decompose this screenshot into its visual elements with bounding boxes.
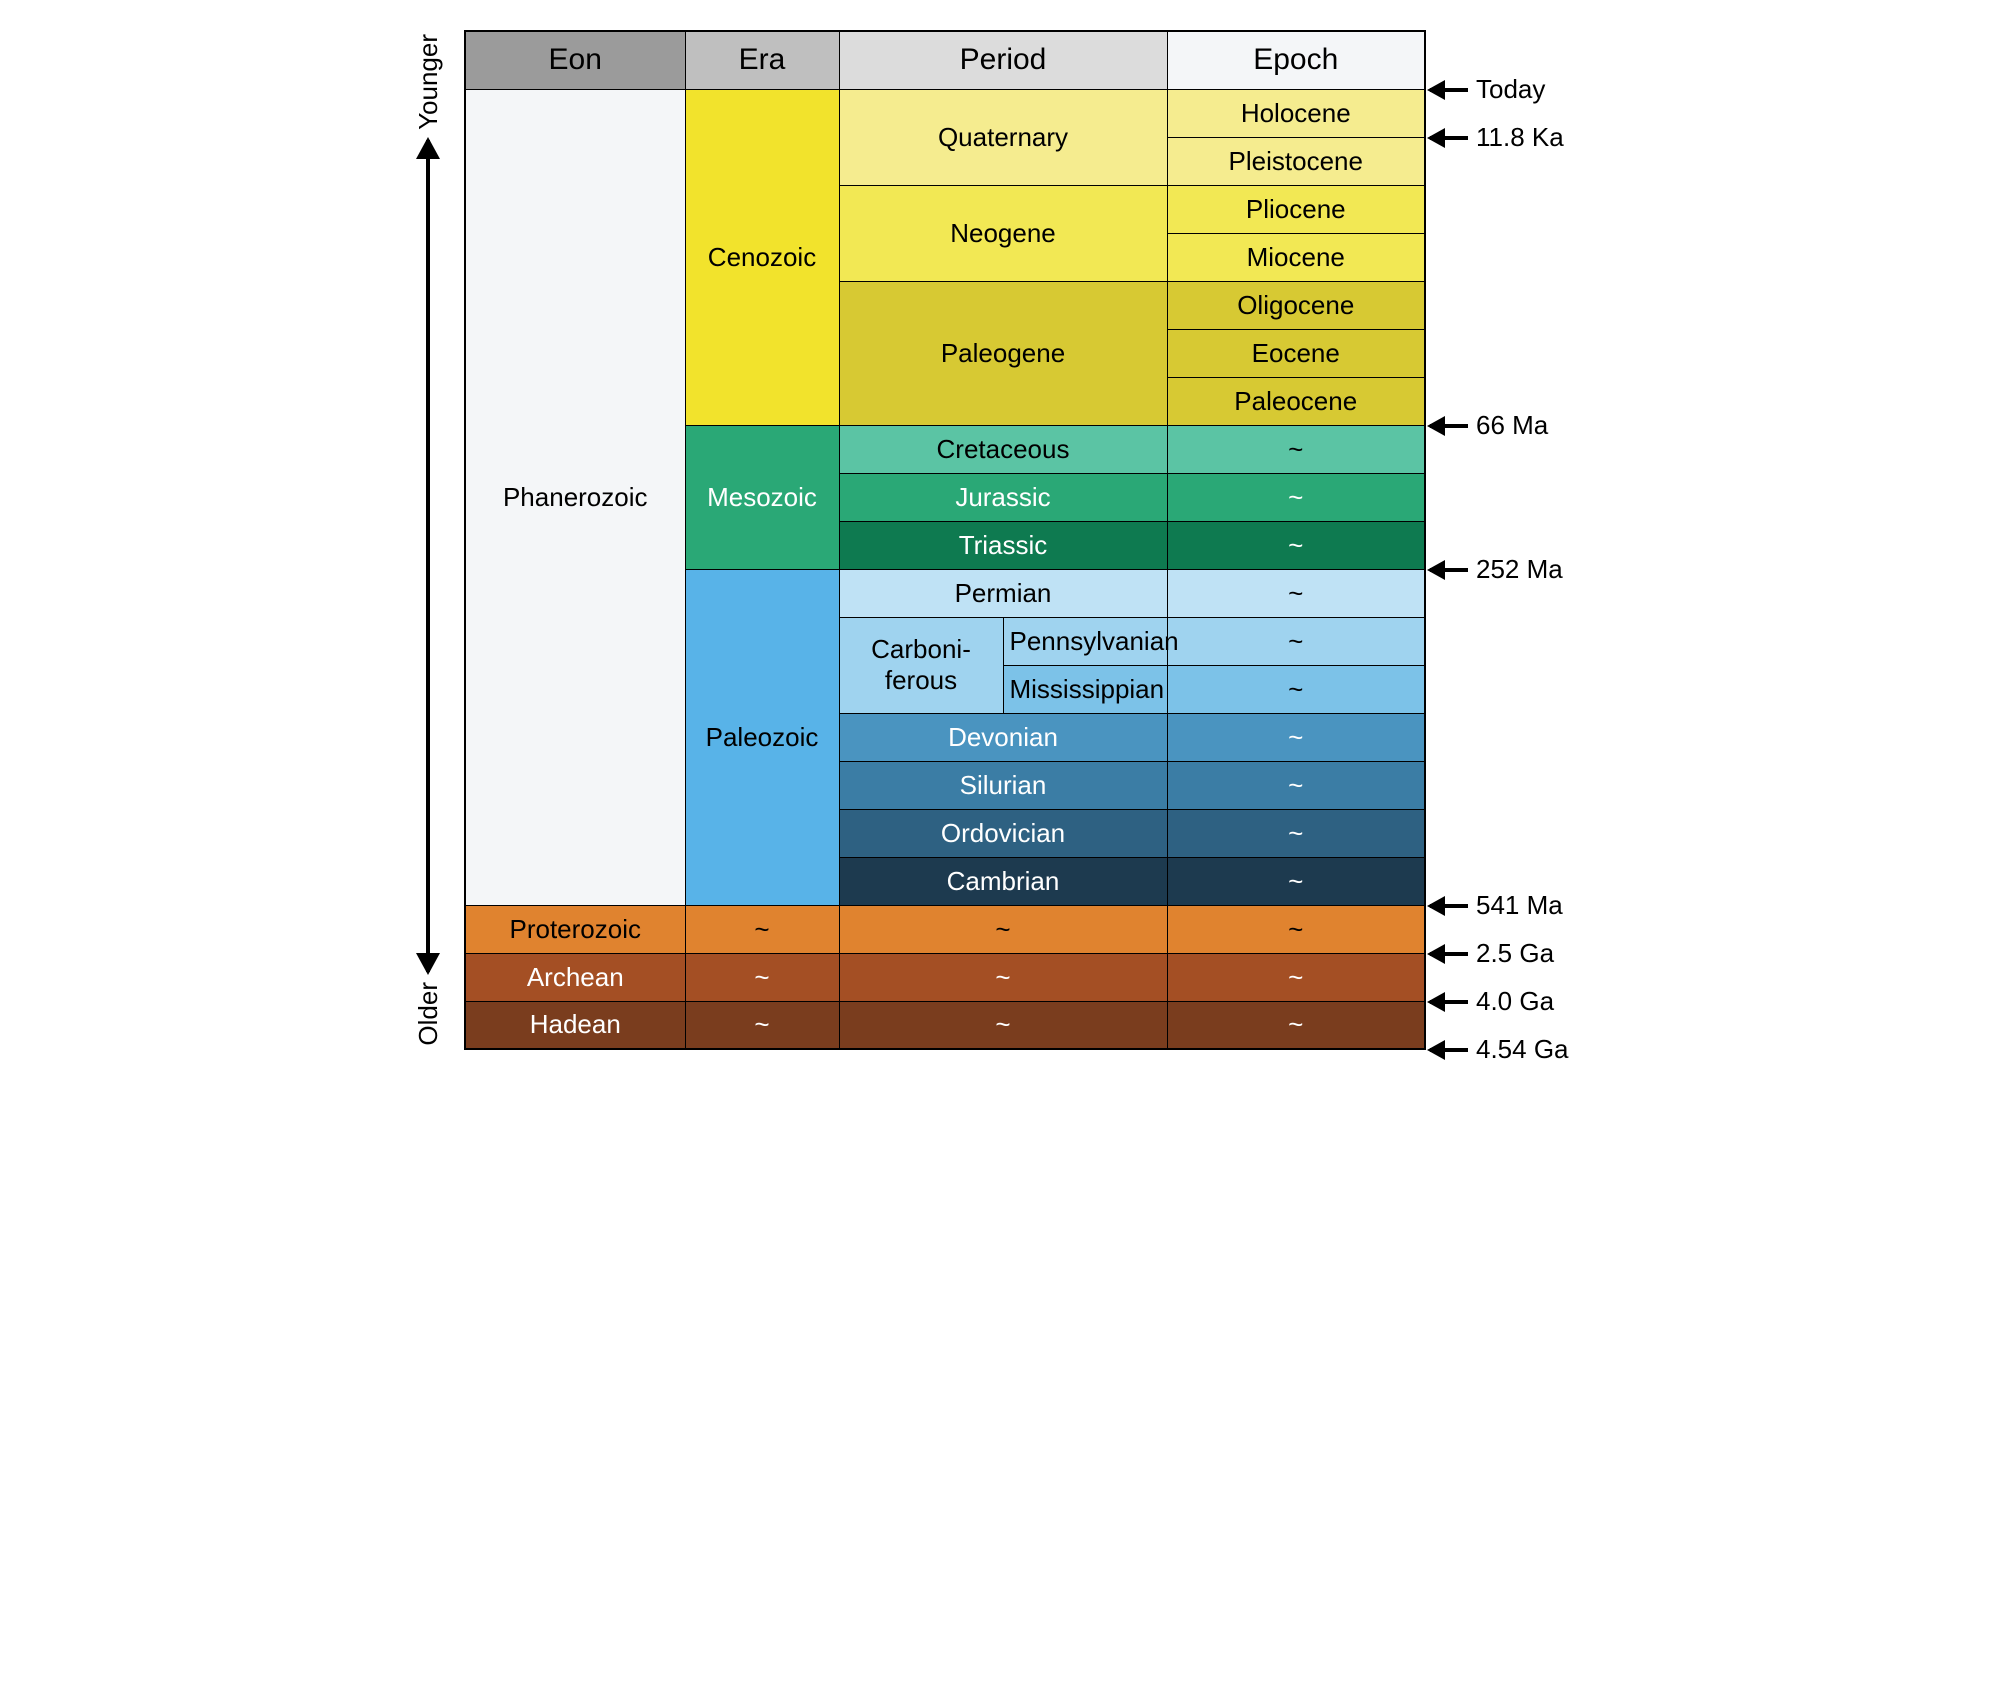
era-~: ~ <box>685 905 839 953</box>
time-axis: Younger Older <box>400 30 456 1050</box>
table-row: Hadean~~~ <box>465 1001 1425 1049</box>
arrow-left-icon <box>1430 88 1468 92</box>
header-era: Era <box>685 31 839 89</box>
arrow-left-icon <box>1430 568 1468 572</box>
epoch-~: ~ <box>1167 521 1425 569</box>
epoch-~: ~ <box>1167 809 1425 857</box>
epoch-Paleocene: Paleocene <box>1167 377 1425 425</box>
epoch-Oligocene: Oligocene <box>1167 281 1425 329</box>
era-~: ~ <box>685 953 839 1001</box>
period-Quaternary: Quaternary <box>839 89 1167 185</box>
arrow-left-icon <box>1430 1048 1468 1052</box>
table-row: Archean~~~ <box>465 953 1425 1001</box>
arrow-left-icon <box>1430 136 1468 140</box>
period-Paleogene: Paleogene <box>839 281 1167 425</box>
geologic-table: EonEraPeriodEpoch PhanerozoicCenozoicQua… <box>464 30 1426 1050</box>
annotation: 4.0 Ga <box>1430 986 1554 1017</box>
epoch-~: ~ <box>1167 905 1425 953</box>
subperiod-Pennsylvanian: Pennsylvanian <box>1003 617 1167 665</box>
era-Paleozoic: Paleozoic <box>685 569 839 905</box>
epoch: ~ <box>1167 665 1425 713</box>
period-Triassic: Triassic <box>839 521 1167 569</box>
header-eon: Eon <box>465 31 685 89</box>
subperiod-Mississippian: Mississippian <box>1003 665 1167 713</box>
axis-label-younger: Younger <box>413 30 444 134</box>
arrow-left-icon <box>1430 1000 1468 1004</box>
epoch-Holocene: Holocene <box>1167 89 1425 137</box>
axis-label-older: Older <box>413 978 444 1050</box>
period-Ordovician: Ordovician <box>839 809 1167 857</box>
epoch-Eocene: Eocene <box>1167 329 1425 377</box>
axis-arrow <box>426 140 430 973</box>
epoch: ~ <box>1167 617 1425 665</box>
arrow-left-icon <box>1430 424 1468 428</box>
period-Silurian: Silurian <box>839 761 1167 809</box>
era-Cenozoic: Cenozoic <box>685 89 839 425</box>
annotation-label: 541 Ma <box>1476 890 1563 921</box>
annotation: 252 Ma <box>1430 554 1563 585</box>
eon-Hadean: Hadean <box>465 1001 685 1049</box>
arrow-left-icon <box>1430 904 1468 908</box>
period-Neogene: Neogene <box>839 185 1167 281</box>
annotation-label: 66 Ma <box>1476 410 1548 441</box>
annotation: 4.54 Ga <box>1430 1034 1569 1065</box>
epoch-~: ~ <box>1167 713 1425 761</box>
epoch-Miocene: Miocene <box>1167 233 1425 281</box>
annotation-label: Today <box>1476 74 1545 105</box>
annotation-label: 2.5 Ga <box>1476 938 1554 969</box>
header-period: Period <box>839 31 1167 89</box>
eon-Archean: Archean <box>465 953 685 1001</box>
header-row: EonEraPeriodEpoch <box>465 31 1425 89</box>
annotation-label: 252 Ma <box>1476 554 1563 585</box>
period-Jurassic: Jurassic <box>839 473 1167 521</box>
epoch-~: ~ <box>1167 473 1425 521</box>
chart-area: EonEraPeriodEpoch PhanerozoicCenozoicQua… <box>464 30 1600 1050</box>
epoch-Pleistocene: Pleistocene <box>1167 137 1425 185</box>
period-Cretaceous: Cretaceous <box>839 425 1167 473</box>
period-~: ~ <box>839 1001 1167 1049</box>
eon-Proterozoic: Proterozoic <box>465 905 685 953</box>
table-row: PhanerozoicCenozoicQuaternaryHolocene <box>465 89 1425 137</box>
era-Mesozoic: Mesozoic <box>685 425 839 569</box>
header-epoch: Epoch <box>1167 31 1425 89</box>
period-Devonian: Devonian <box>839 713 1167 761</box>
arrow-left-icon <box>1430 952 1468 956</box>
annotation-label: 4.0 Ga <box>1476 986 1554 1017</box>
eon-Phanerozoic: Phanerozoic <box>465 89 685 905</box>
epoch-Pliocene: Pliocene <box>1167 185 1425 233</box>
period-Carboni- ferous: Carboni-ferous <box>839 617 1003 713</box>
epoch-~: ~ <box>1167 953 1425 1001</box>
table-row: Proterozoic~~~ <box>465 905 1425 953</box>
annotation: Today <box>1430 74 1545 105</box>
annotation: 2.5 Ga <box>1430 938 1554 969</box>
annotation: 11.8 Ka <box>1430 122 1564 153</box>
period-Permian: Permian <box>839 569 1167 617</box>
epoch-~: ~ <box>1167 1001 1425 1049</box>
epoch-~: ~ <box>1167 425 1425 473</box>
annotation: 66 Ma <box>1430 410 1548 441</box>
epoch-~: ~ <box>1167 569 1425 617</box>
annotation-label: 11.8 Ka <box>1476 122 1564 153</box>
period-~: ~ <box>839 905 1167 953</box>
period-~: ~ <box>839 953 1167 1001</box>
geologic-time-scale: Younger Older EonEraPeriodEpoch Phaneroz… <box>400 30 1600 1050</box>
era-~: ~ <box>685 1001 839 1049</box>
epoch-~: ~ <box>1167 761 1425 809</box>
epoch-~: ~ <box>1167 857 1425 905</box>
annotation: 541 Ma <box>1430 890 1563 921</box>
annotation-label: 4.54 Ga <box>1476 1034 1569 1065</box>
period-Cambrian: Cambrian <box>839 857 1167 905</box>
